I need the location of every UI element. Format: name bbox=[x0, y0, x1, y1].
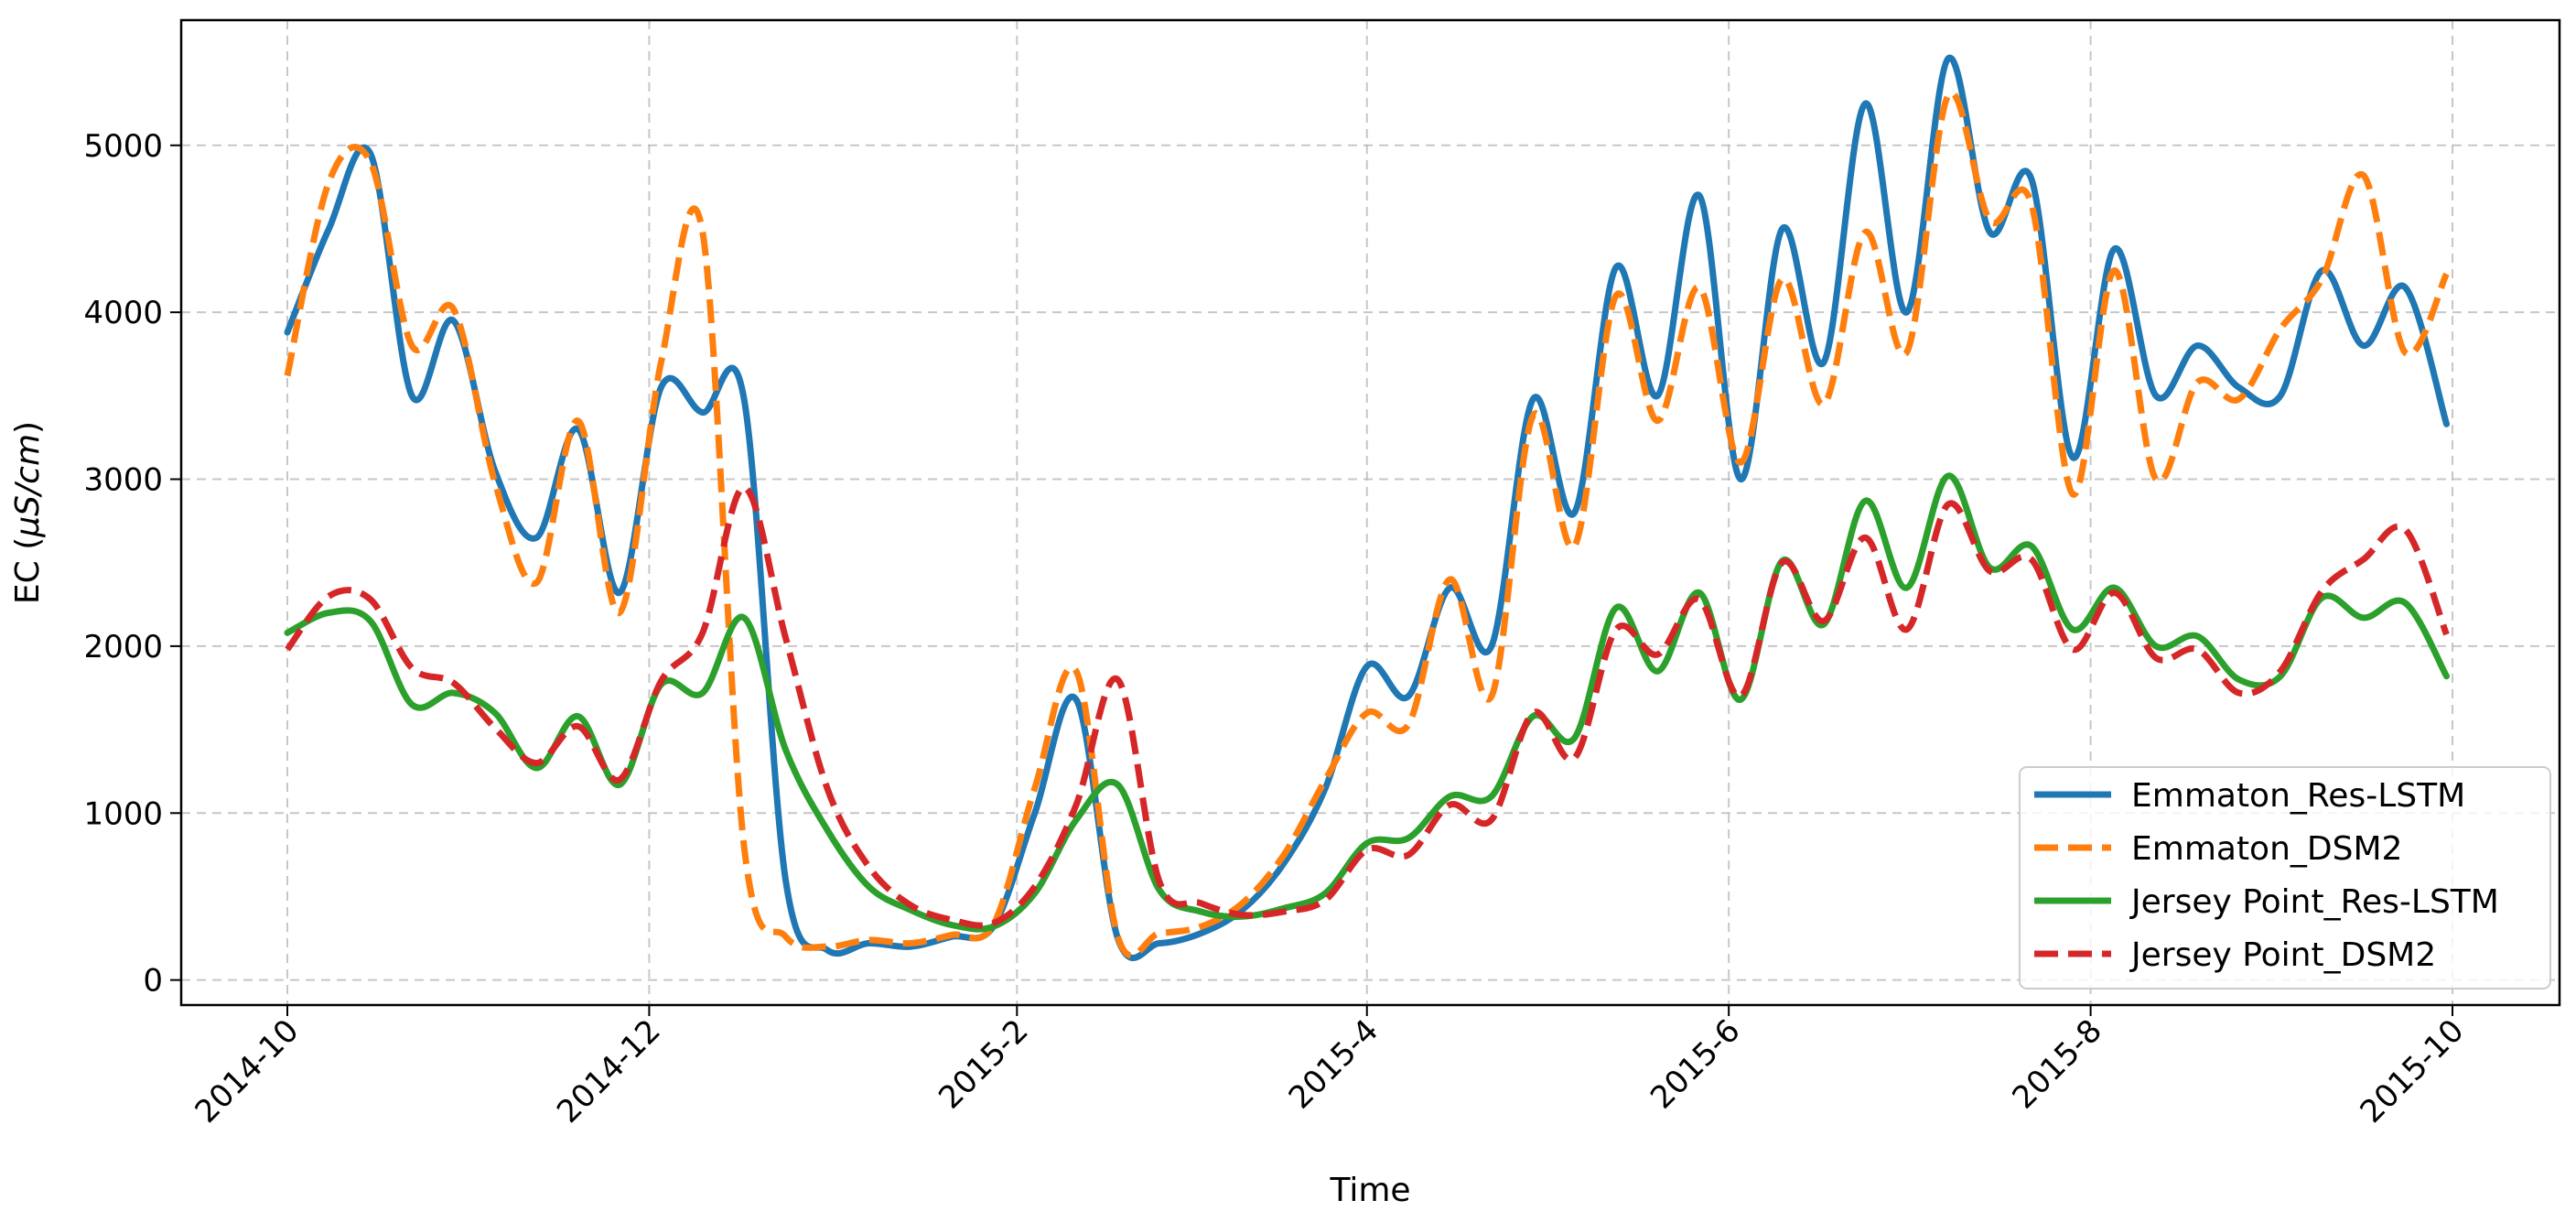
y-tick-label: 5000 bbox=[83, 128, 163, 165]
y-tick-label: 2000 bbox=[83, 629, 163, 665]
y-tick-label: 4000 bbox=[83, 295, 163, 331]
legend-label: Jersey Point_Res-LSTM bbox=[2129, 883, 2499, 921]
y-tick-label: 0 bbox=[143, 963, 163, 1000]
legend-label: Jersey Point_DSM2 bbox=[2129, 936, 2436, 974]
y-axis-title-unit: μS/cm bbox=[9, 434, 47, 538]
y-axis-title: EC (μS/cm) bbox=[9, 421, 47, 604]
series-line-emmaton-res-lstm bbox=[284, 54, 2450, 961]
y-axis-title-suffix: ) bbox=[9, 421, 47, 434]
y-tick-label: 1000 bbox=[83, 795, 163, 832]
series-lines bbox=[284, 54, 2450, 961]
series-line-jersey-point-dsm2 bbox=[285, 484, 2450, 929]
y-axis-title-prefix: EC ( bbox=[9, 537, 47, 604]
series-line-emmaton-dsm2 bbox=[284, 89, 2450, 959]
legend-label: Emmaton_DSM2 bbox=[2131, 830, 2402, 868]
x-axis-title: Time bbox=[1329, 1172, 1410, 1209]
legend-box bbox=[2019, 766, 2551, 989]
legend-label: Emmaton_Res-LSTM bbox=[2131, 777, 2465, 815]
y-tick-label: 3000 bbox=[83, 462, 163, 499]
legend: Emmaton_Res-LSTM Emmaton_DSM2 Jersey Point… bbox=[2019, 766, 2551, 989]
plot-frame bbox=[179, 18, 2561, 1007]
